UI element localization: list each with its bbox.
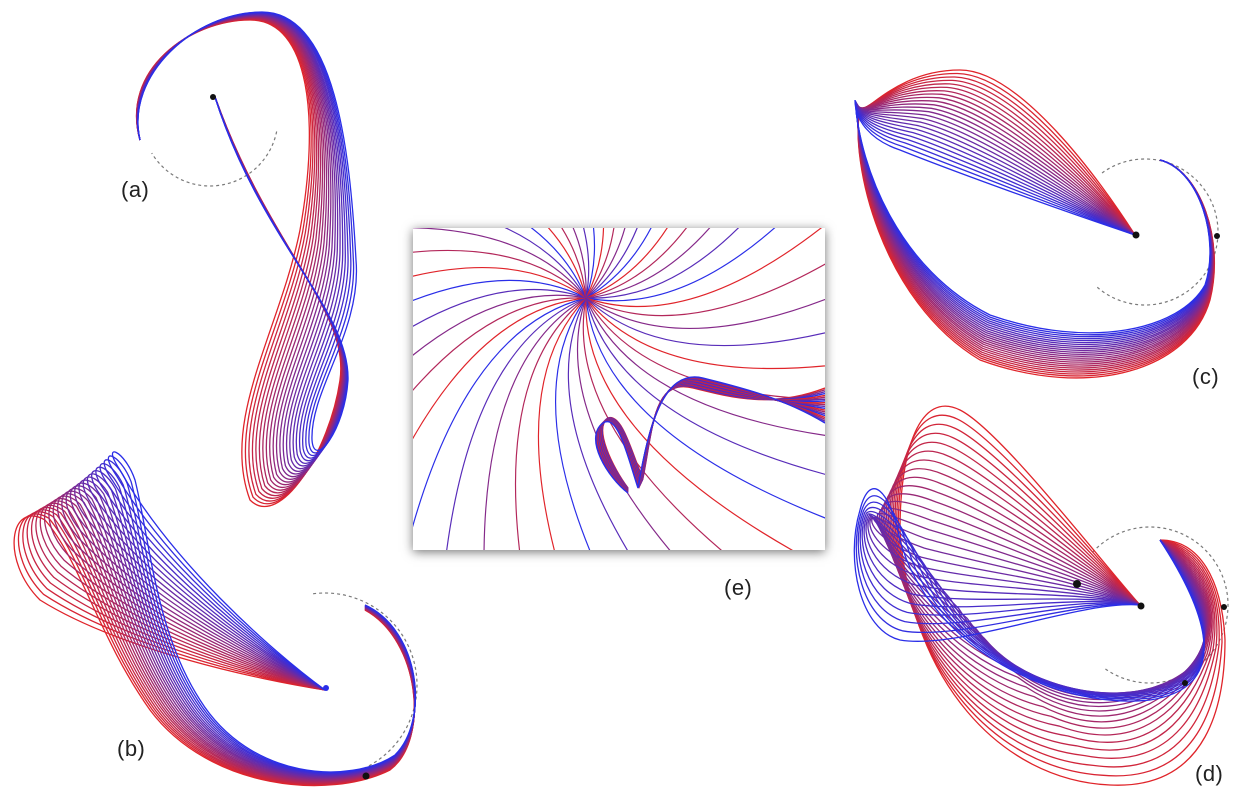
field-line [585,228,626,299]
trajectory-curve [899,405,1226,786]
field-line [413,288,587,327]
field-line [446,297,587,550]
trajectory-curve [856,102,1213,357]
trajectory-curve [854,99,1211,334]
origin-point [210,94,216,100]
trajectory-curve [853,488,1205,702]
trajectory-curve [897,414,1223,777]
dashed-reference-circle [1095,158,1219,306]
panel-c-trajectory-bundle [854,69,1220,379]
field-line [585,228,687,299]
field-line [483,297,587,550]
panel-d-trajectory-bundle [853,405,1229,786]
marker-point [1073,580,1081,588]
trajectory-curve [137,11,358,451]
panel-label-e: (e) [724,575,753,600]
trajectory-curve [856,103,1214,359]
field-line [413,297,587,392]
dashed-reference-circle [1092,526,1229,684]
field-line [585,228,638,299]
panel-e-inset [413,228,825,550]
trajectory-curve [865,513,1206,694]
field-line [585,297,825,519]
field-line [413,249,587,299]
origin-point [1132,231,1140,239]
trajectory-curve [103,459,416,774]
trajectory-curve [95,466,416,775]
trajectory-curve [856,104,1213,355]
panel-b-trajectory-bundle [13,451,418,787]
field-line [585,228,740,299]
trajectory-curve [892,441,1216,751]
dashed-reference-circle [151,131,278,187]
field-line [585,228,711,299]
trajectory-curve [871,516,1206,695]
trajectory-curve [855,101,1212,340]
field-line [585,297,794,550]
panel-label-a: (a) [121,177,150,202]
trajectory-curve [111,451,417,773]
field-line [582,228,590,299]
panel-e-field-lines [413,228,825,550]
field-line [585,228,822,308]
trajectory-curve [880,500,1208,708]
field-line [413,294,587,356]
field-line [585,228,668,299]
panel-label-b: (b) [117,736,146,761]
field-line [547,228,587,299]
field-line [413,267,587,299]
field-line [413,297,587,440]
panel-label-d: (d) [1195,761,1224,786]
field-line [585,228,605,299]
field-line [572,228,587,299]
field-line [585,228,652,299]
trajectory-curve [891,450,1214,743]
trajectory-curve [863,513,1205,695]
trajectory-curve [136,17,343,497]
field-line [504,228,587,299]
trajectory-curve [887,468,1212,729]
field-line [585,297,825,329]
field-line [413,297,587,528]
marker-point [1221,604,1227,610]
field-line [585,228,615,299]
trajectory-curve [896,423,1220,768]
trajectory-curve [595,376,825,494]
field-line [413,279,587,302]
marker-point [1214,233,1220,239]
field-line [585,297,825,347]
field-line [530,228,587,299]
field-line [413,228,587,299]
field-line [585,297,825,369]
trajectory-curve [856,103,1213,353]
panel-label-c: (c) [1192,364,1220,389]
trajectory-curve [855,495,1205,700]
dashed-reference-circle [313,592,418,777]
field-line [585,228,776,302]
marker-point [1182,680,1188,686]
field-line [585,297,825,436]
field-line [585,263,825,317]
trajectory-curve [867,514,1206,694]
field-line [582,297,723,550]
trajectory-curve [889,459,1213,736]
field-line [567,297,629,550]
trajectory-curve [894,432,1218,759]
field-line [515,297,587,550]
origin-point [1137,602,1145,610]
trajectory-curve [595,376,825,494]
marker-point [362,772,370,780]
field-line [585,228,596,299]
origin-point [323,685,329,691]
field-line [561,228,587,299]
field-line [537,297,587,550]
field-line [585,297,825,475]
panel-a-trajectory-bundle [135,11,358,508]
field-line [555,297,591,550]
